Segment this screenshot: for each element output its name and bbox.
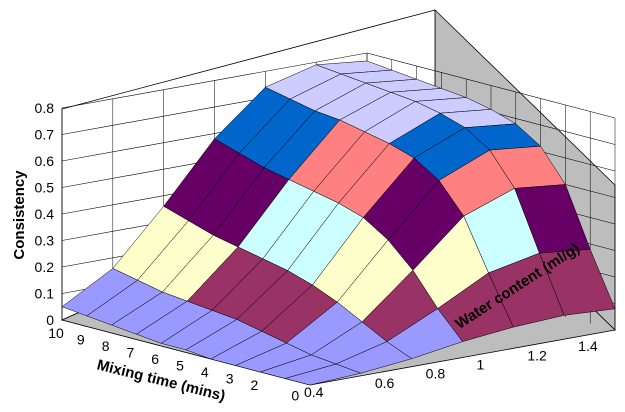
surface-cell: [284, 363, 362, 386]
y-tick-label: 1.2: [527, 347, 547, 363]
surface-plot: [61, 60, 616, 386]
x-tick-label: 3: [226, 371, 234, 387]
x-tick-label: 10: [48, 325, 64, 341]
water-content-tick-labels: 0.40.60.811.21.41.6: [304, 338, 598, 400]
y-tick-label: 0.8: [426, 366, 446, 382]
z-tick-label: 0.4: [35, 206, 55, 222]
x-tick-label: 4: [201, 364, 209, 380]
x-tick-label: 6: [151, 351, 159, 367]
x-tick-label: 2: [251, 377, 259, 393]
x-tick-label: 7: [127, 345, 135, 361]
x-tick-label: 0: [291, 388, 299, 404]
y-tick-label: 1.4: [578, 338, 598, 354]
mixing-time-tick-labels: 10 9 8 7 6 5 4 3 2 0: [48, 325, 299, 404]
z-tick-label: 0.5: [35, 180, 55, 196]
z-tick-label: 0.2: [35, 259, 55, 275]
x-tick-label: 8: [102, 338, 110, 354]
z-tick-label: 0.7: [35, 127, 55, 143]
y-tick-label: 0.6: [375, 375, 395, 391]
y-tick-label: 1: [477, 357, 485, 373]
x-tick-label: 5: [176, 358, 184, 374]
z-axis-title: Consistency: [11, 170, 28, 260]
y-tick-label: 0.4: [304, 384, 324, 400]
z-tick-label: 0.6: [35, 153, 55, 169]
consistency-tick-labels: 0 0.1 0.2 0.3 0.4 0.5 0.6 0.7 0.8: [35, 100, 55, 328]
z-tick-label: 0.3: [35, 233, 55, 249]
z-tick-label: 0.1: [35, 286, 55, 302]
z-tick-label: 0.8: [35, 100, 55, 116]
z-tick-label: 0: [46, 312, 54, 328]
x-tick-label: 9: [77, 332, 85, 348]
